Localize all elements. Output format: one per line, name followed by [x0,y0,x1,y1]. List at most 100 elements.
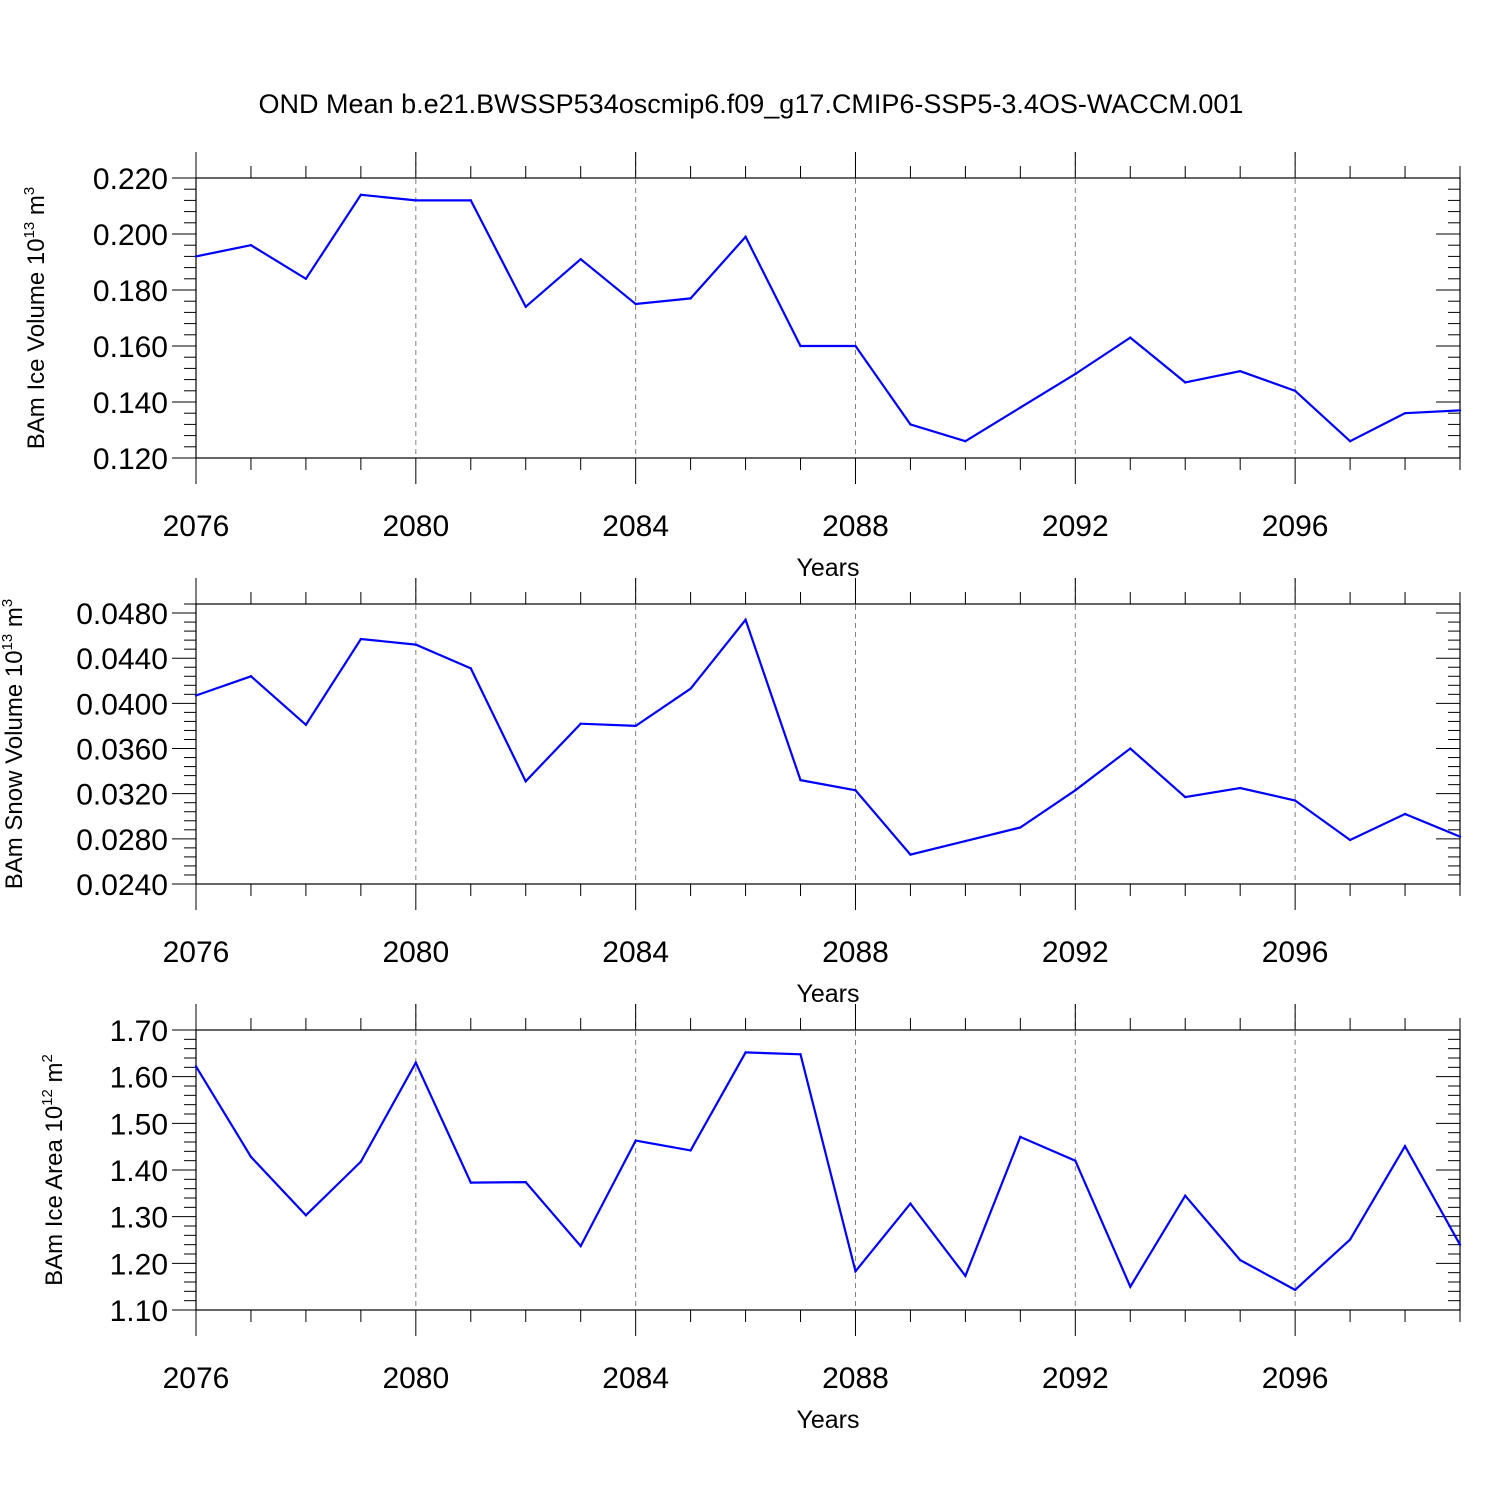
data-point-snow-volume-2089 [909,853,912,856]
data-point-ice-area-2091 [1019,1135,1022,1139]
data-point-snow-volume-2085 [689,687,692,690]
data-point-ice-volume-2086 [744,235,747,238]
data-point-ice-area-2098 [1403,1145,1407,1148]
data-point-snow-volume-2099 [1458,835,1462,838]
data-point-snow-volume-2082 [524,780,527,783]
data-point-ice-area-2099 [1458,1243,1462,1246]
data-point-ice-volume-2085 [689,297,692,300]
data-point-ice-area-2090 [964,1274,967,1278]
data-point-ice-area-2088 [854,1270,857,1273]
data-point-ice-volume-2098 [1403,412,1407,415]
series-line-ice-area [195,1051,1461,1292]
data-point-ice-area-2093 [1129,1285,1132,1288]
data-point-ice-area-2097 [1348,1238,1352,1241]
xtick-label-ice-volume-2088: 2088 [822,510,889,543]
data-point-ice-volume-2093 [1129,336,1132,339]
ytick-label-ice-area-1.10: 1.10 [110,1295,168,1328]
data-point-ice-area-2076 [194,1065,198,1068]
ytick-label-ice-area-1.40: 1.40 [110,1155,168,1188]
data-point-ice-volume-2097 [1348,440,1352,443]
ytick-label-ice-volume-0.120: 0.120 [93,443,168,476]
plot-frame-snow-volume [195,603,1461,885]
data-point-ice-volume-2080 [414,199,418,202]
series-line-ice-volume [195,193,1461,443]
data-point-ice-volume-2091 [1019,406,1022,409]
data-point-ice-volume-2099 [1458,409,1462,412]
series-line-snow-volume [195,617,1461,856]
data-point-ice-area-2096 [1293,1288,1297,1292]
ytick-label-ice-volume-0.140: 0.140 [93,387,168,420]
ytick-label-snow-volume-0.0320: 0.0320 [76,779,168,812]
panel-snow-volume: BAm Snow Volume 1013 m3 Years 0.0240 0.02… [0,578,1462,1008]
data-point-snow-volume-2096 [1293,799,1297,802]
data-point-ice-volume-2082 [524,305,527,308]
ytick-label-ice-area-1.70: 1.70 [110,1015,168,1048]
data-point-ice-volume-2083 [579,258,582,261]
data-point-snow-volume-2093 [1129,747,1132,750]
data-point-ice-volume-2090 [964,440,967,443]
ytick-label-snow-volume-0.0400: 0.0400 [76,688,168,721]
ylabel-snow-volume: BAm Snow Volume 1013 m3 [0,599,28,890]
data-point-ice-volume-2087 [799,344,802,348]
xtick-label-ice-area-2088: 2088 [822,1362,889,1395]
ytick-label-snow-volume-0.0240: 0.0240 [76,869,168,902]
data-point-ice-volume-2095 [1238,370,1242,373]
panel-ice-area: BAm Ice Area 1012 m2 Years 1.10 1.20 1.30 1… [39,1004,1462,1434]
data-point-ice-volume-2094 [1184,381,1187,384]
xtick-label-snow-volume-2088: 2088 [822,936,889,969]
data-point-snow-volume-2081 [469,667,472,670]
ytick-label-ice-area-1.30: 1.30 [110,1202,168,1235]
data-point-ice-area-2082 [524,1180,527,1184]
data-point-ice-area-2087 [799,1053,802,1056]
xtick-label-ice-area-2080: 2080 [382,1362,449,1395]
xtick-label-ice-volume-2076: 2076 [163,510,230,543]
xtick-label-ice-area-2084: 2084 [602,1362,669,1395]
data-point-snow-volume-2088 [854,789,857,792]
xtick-label-ice-volume-2080: 2080 [382,510,449,543]
data-point-ice-volume-2079 [359,193,363,196]
xtick-label-ice-area-2096: 2096 [1262,1362,1329,1395]
data-point-snow-volume-2083 [579,722,582,725]
data-point-ice-area-2086 [744,1051,747,1054]
data-point-snow-volume-2086 [744,618,747,622]
data-point-ice-area-2079 [359,1160,363,1163]
data-point-snow-volume-2087 [799,778,802,782]
data-point-ice-area-2094 [1184,1194,1187,1197]
data-point-ice-area-2095 [1238,1258,1242,1262]
xtick-label-ice-area-2076: 2076 [163,1362,230,1395]
ytick-label-ice-volume-0.180: 0.180 [93,275,168,308]
xtick-label-ice-area-2092: 2092 [1042,1362,1109,1395]
data-point-ice-volume-2089 [909,423,912,426]
xtick-label-snow-volume-2076: 2076 [163,936,230,969]
data-point-ice-area-2080 [414,1061,418,1064]
ytick-label-snow-volume-0.0280: 0.0280 [76,824,168,857]
data-point-snow-volume-2091 [1019,826,1022,829]
ytick-label-ice-area-1.50: 1.50 [110,1108,168,1141]
ytick-label-snow-volume-0.0480: 0.0480 [76,598,168,631]
data-point-snow-volume-2079 [359,637,363,641]
xlabel-snow-volume: Years [796,980,859,1008]
data-point-ice-volume-2084 [634,302,637,306]
ylabel-ice-area: BAm Ice Area 1012 m2 [39,1054,68,1286]
data-point-ice-volume-2076 [194,255,198,258]
data-point-ice-volume-2078 [304,277,308,280]
ytick-label-ice-area-1.20: 1.20 [110,1248,168,1281]
data-point-ice-area-2078 [304,1214,308,1217]
data-point-snow-volume-2090 [964,839,967,843]
ytick-label-ice-area-1.60: 1.60 [110,1062,168,1095]
data-point-snow-volume-2078 [304,723,308,727]
data-point-ice-volume-2088 [854,344,857,348]
xlabel-ice-area: Years [796,1406,859,1434]
data-point-ice-area-2083 [579,1244,582,1248]
data-point-snow-volume-2080 [414,643,418,646]
xtick-label-ice-volume-2084: 2084 [602,510,669,543]
xtick-label-snow-volume-2084: 2084 [602,936,669,969]
xlabel-ice-volume: Years [796,554,859,582]
data-point-snow-volume-2098 [1403,812,1407,816]
data-point-ice-area-2092 [1074,1159,1077,1162]
data-point-ice-volume-2096 [1293,389,1297,392]
data-point-snow-volume-2077 [249,675,253,678]
panel-ice-volume: BAm Ice Volume 1013 m3 Years 0.120 0.140 0… [21,152,1462,582]
xtick-label-ice-volume-2096: 2096 [1262,510,1329,543]
